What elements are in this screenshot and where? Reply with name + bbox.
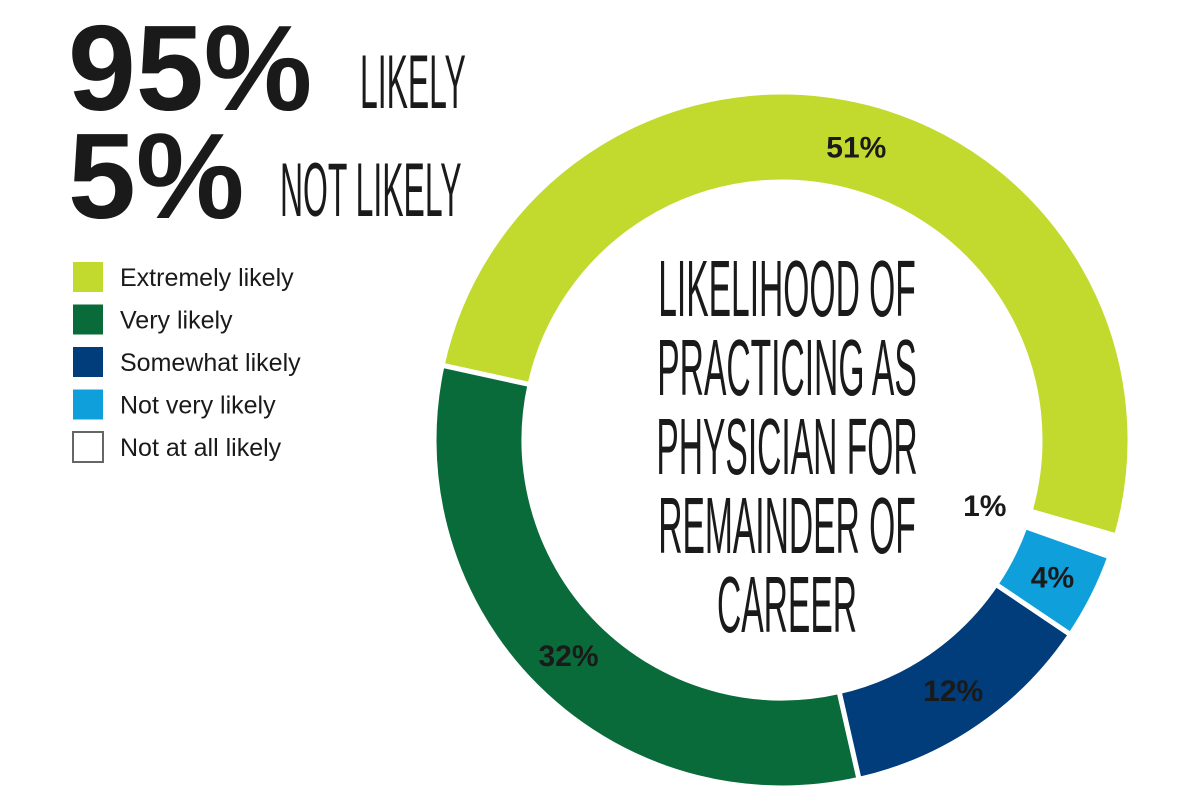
chart-title-group: LIKELIHOOD OF (658, 244, 916, 334)
chart-title-group: REMAINDER OF (658, 481, 916, 571)
legend-swatch (73, 304, 103, 335)
chart-title: PHYSICIAN FOR (656, 402, 917, 492)
legend-swatch (73, 389, 103, 420)
donut-segment (431, 362, 863, 791)
headline-text: LIKELY (360, 40, 466, 125)
donut-segment (439, 89, 1133, 540)
headline-text-group: NOT LIKELY (280, 148, 461, 233)
headline-figure: 95% (68, 0, 312, 136)
legend-label: Not at all likely (120, 434, 282, 462)
value-label: 12% (923, 675, 983, 708)
chart-title-group: PRACTICING AS (657, 323, 916, 413)
legend-label: Extremely likely (120, 264, 294, 292)
legend-swatch (73, 262, 103, 292)
legend-swatch (72, 431, 104, 463)
value-label: 4% (1031, 562, 1074, 595)
chart-title: REMAINDER OF (658, 481, 916, 571)
headline-text-group: LIKELY (360, 40, 466, 125)
legend-label: Not very likely (120, 392, 276, 420)
headline-figure: 5% (68, 108, 244, 244)
legend-label: Somewhat likely (120, 349, 301, 377)
value-label: 1% (963, 490, 1006, 523)
donut-segment (1021, 508, 1120, 560)
headline-text: NOT LIKELY (280, 148, 461, 233)
chart-title-group: PHYSICIAN FOR (656, 402, 917, 492)
chart-title-group: CAREER (717, 560, 857, 650)
value-label: 32% (538, 640, 598, 673)
chart-title: PRACTICING AS (657, 323, 916, 413)
legend-label: Very likely (120, 307, 233, 335)
chart-title: CAREER (717, 560, 857, 650)
value-label: 51% (826, 131, 886, 164)
chart-title: LIKELIHOOD OF (658, 244, 916, 334)
legend-swatch (73, 347, 103, 377)
